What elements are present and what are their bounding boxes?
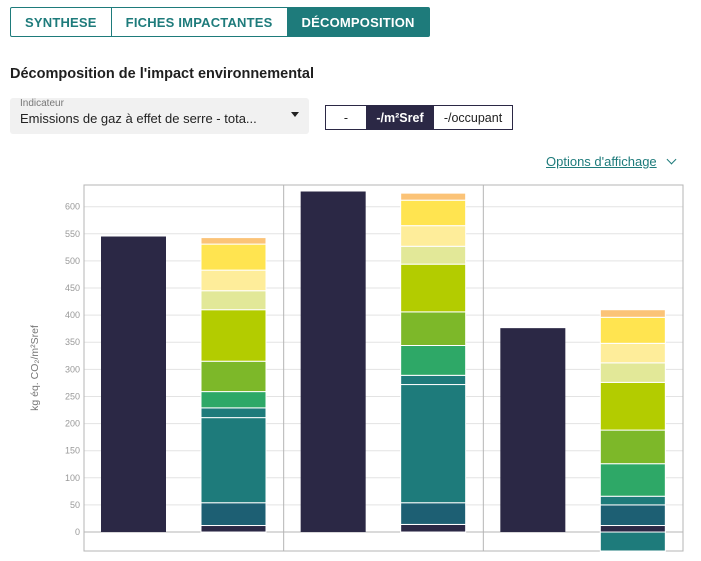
- display-options-label: Options d'affichage: [546, 154, 657, 169]
- tab-synthese[interactable]: SYNTHESE: [11, 8, 112, 36]
- stack-segment: [599, 362, 666, 383]
- tab-fiches-impactantes[interactable]: FICHES IMPACTANTES: [112, 8, 288, 36]
- stack-segment: [400, 502, 467, 525]
- indicator-label: Indicateur: [20, 98, 64, 109]
- stack-segment: [599, 525, 666, 533]
- stack-segment: [200, 502, 267, 527]
- indicator-value: Emissions de gaz à effet de serre - tota…: [20, 111, 257, 126]
- y-tick-label: 250: [65, 391, 80, 401]
- stack-segment: [200, 309, 267, 362]
- stack-segment: [200, 525, 267, 533]
- unit-toggle: - -/m²Sref -/occupant: [325, 105, 513, 130]
- section-title: Décomposition de l'impact environnementa…: [10, 66, 314, 82]
- stack-segment: [200, 407, 267, 419]
- stack-segment: [599, 316, 666, 344]
- stack-segment: [599, 504, 666, 527]
- stack-segment: [599, 342, 666, 364]
- unit-occupant-button[interactable]: -/occupant: [433, 106, 512, 129]
- y-tick-label: 450: [65, 283, 80, 293]
- stack-segment: [200, 360, 267, 393]
- y-tick-label: 150: [65, 446, 80, 456]
- stack-segment: [200, 269, 267, 292]
- unit-m2sref-button[interactable]: -/m²Sref: [366, 106, 433, 129]
- y-axis-label: kg éq. CO₂/m²Sref: [29, 325, 41, 411]
- stack-segment: [200, 417, 267, 504]
- unit-none-button[interactable]: -: [343, 110, 349, 125]
- stack-segment: [599, 429, 666, 465]
- stack-segment: [400, 192, 467, 201]
- y-tick-label: 200: [65, 419, 80, 429]
- decomposition-chart: 0 50 100 150 200 250 300 350 400 450 500 550 600 kg é…: [29, 184, 684, 552]
- stack-segment: [400, 199, 467, 227]
- stack-segment: [200, 243, 267, 271]
- y-tick-label: 600: [65, 202, 80, 212]
- y-tick-label: 300: [65, 364, 80, 374]
- y-tick-label: 550: [65, 229, 80, 239]
- y-tick-label: 50: [70, 500, 80, 510]
- y-tick-label: 350: [65, 337, 80, 347]
- tab-bar: SYNTHESE FICHES IMPACTANTES DÉCOMPOSITIO…: [10, 7, 430, 37]
- stack-segment: [400, 225, 467, 247]
- total-bar: [500, 328, 566, 533]
- display-options-link[interactable]: Options d'affichage: [546, 154, 677, 169]
- stack-segment: [200, 237, 267, 245]
- chevron-down-icon: [666, 154, 677, 165]
- total-bar: [101, 236, 166, 533]
- stack-segment: [200, 391, 267, 409]
- y-tick-label: 100: [65, 473, 80, 483]
- stack-segment: [599, 381, 666, 431]
- y-tick-label: 0: [75, 527, 80, 537]
- stack-segment: [400, 523, 467, 533]
- stack-segment: [400, 263, 467, 313]
- tab-decomposition[interactable]: DÉCOMPOSITION: [287, 8, 429, 36]
- stack-segment: [599, 531, 666, 552]
- total-bar: [300, 191, 366, 533]
- stack-segment: [400, 245, 467, 265]
- stack-segment: [400, 374, 467, 386]
- stack-segment: [599, 495, 666, 506]
- y-tick-label: 400: [65, 310, 80, 320]
- stack-segment: [599, 309, 666, 318]
- stack-segment: [200, 290, 267, 311]
- stack-segment: [400, 384, 467, 504]
- indicator-select[interactable]: Indicateur Emissions de gaz à effet de s…: [10, 98, 309, 134]
- stack-segment: [599, 463, 666, 497]
- plot-frame: [83, 184, 684, 552]
- stack-segment: [400, 311, 467, 346]
- y-tick-label: 500: [65, 256, 80, 266]
- stack-segment: [400, 344, 467, 376]
- caret-down-icon: [291, 112, 299, 117]
